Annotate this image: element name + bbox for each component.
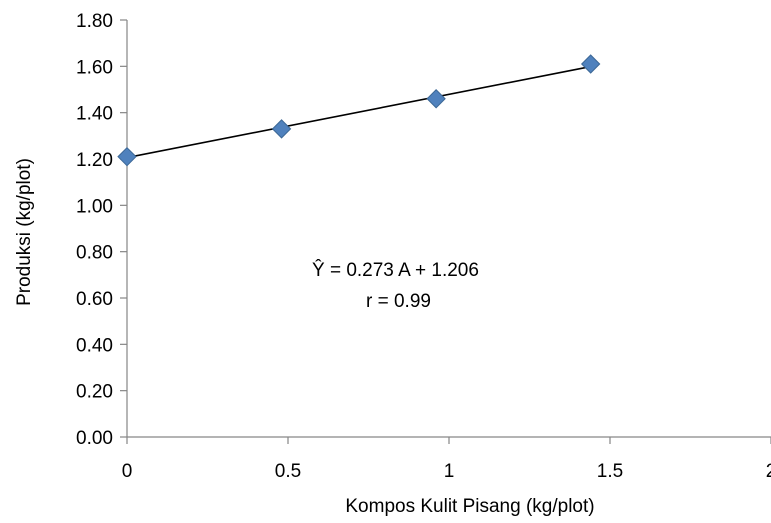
- trendline-group: [126, 65, 591, 159]
- y-tick-label: 1.20: [76, 150, 113, 171]
- y-tick-label: 0.00: [76, 428, 113, 449]
- x-tick-label: 0.5: [275, 461, 301, 482]
- correlation-coefficient: r = 0.99: [366, 291, 431, 312]
- x-ticks: 0 0.5 1 1.5 2: [122, 437, 771, 482]
- x-axis-title: Kompos Kulit Pisang (kg/plot): [345, 496, 594, 517]
- trendline: [126, 65, 591, 159]
- y-tick-label: 1.80: [76, 11, 113, 32]
- x-tick-label: 1: [444, 461, 455, 482]
- y-tick-label: 1.00: [76, 196, 113, 217]
- data-point: [580, 54, 601, 74]
- data-points: [117, 54, 601, 167]
- y-tick-label: 1.40: [76, 104, 113, 125]
- data-point: [271, 119, 292, 139]
- data-point: [426, 89, 446, 109]
- x-tick-label: 2: [766, 461, 771, 482]
- y-tick-label: 0.60: [76, 289, 113, 310]
- y-ticks: 0.00 0.20 0.40 0.60 0.80 1.00 1.20 1.40 1.60 1.80: [76, 11, 127, 449]
- y-axis-title: Produksi (kg/plot): [14, 158, 35, 306]
- y-tick-label: 0.20: [76, 382, 113, 403]
- y-tick-label: 0.40: [76, 335, 113, 356]
- x-tick-label: 0: [122, 461, 133, 482]
- data-point: [117, 146, 137, 167]
- regression-equation: Ŷ = 0.273 A + 1.206: [312, 259, 479, 281]
- x-tick-label: 1.5: [597, 461, 623, 482]
- y-tick-label: 1.60: [76, 57, 113, 78]
- y-tick-label: 0.80: [76, 243, 113, 264]
